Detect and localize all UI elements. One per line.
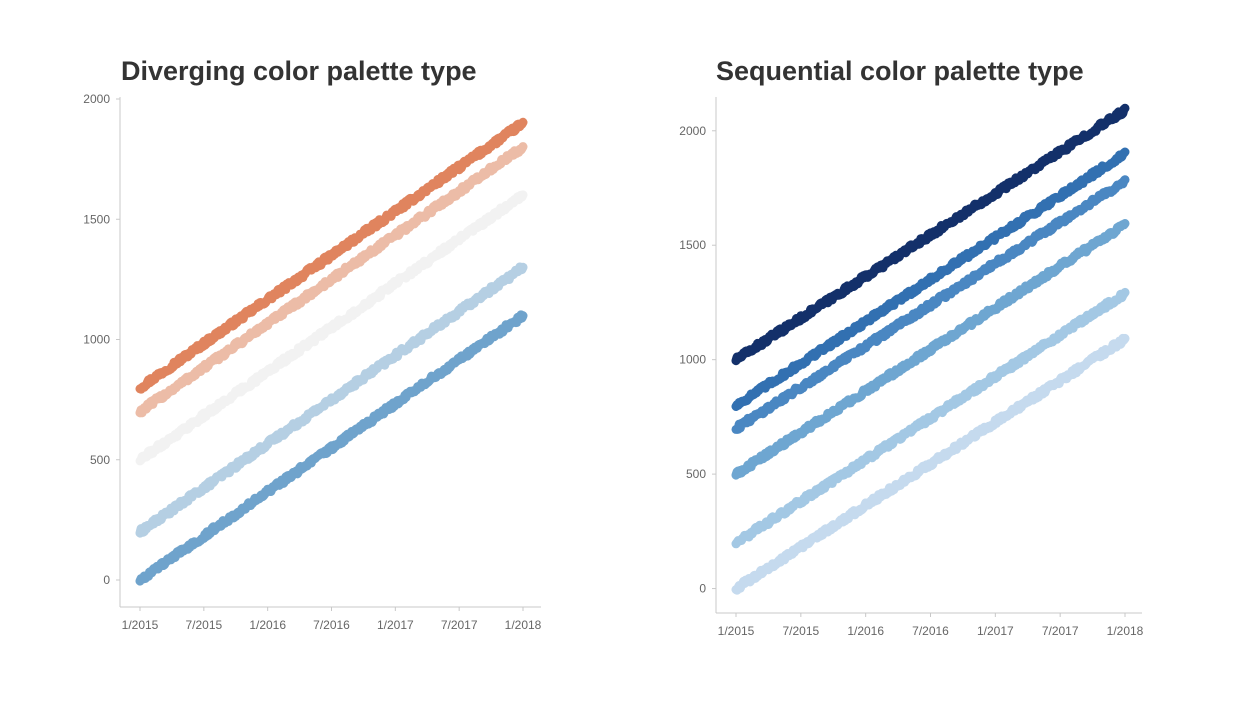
- y-tick-label: 500: [686, 467, 706, 481]
- series-line: [135, 142, 528, 418]
- x-tick-label: 7/2016: [313, 618, 350, 632]
- x-tick-label: 1/2017: [977, 624, 1014, 638]
- series-line: [731, 287, 1130, 549]
- series-line: [135, 262, 528, 538]
- x-tick-label: 1/2015: [718, 624, 755, 638]
- y-tick-label: 1500: [679, 238, 706, 252]
- x-tick-label: 1/2016: [847, 624, 884, 638]
- x-tick-label: 1/2017: [377, 618, 414, 632]
- series-line: [135, 190, 528, 466]
- series-line: [731, 175, 1130, 434]
- sequential-chart-plot: 0 500 1000 1500 2000 1/2015 7/2015 1/2016 7/2016…: [679, 97, 1144, 638]
- y-tick-label: 1000: [83, 333, 110, 347]
- y-tick-label: 2000: [679, 124, 706, 138]
- diverging-chart-panel: Diverging color palette type 0 500 1000 150…: [83, 56, 542, 632]
- x-tick-label: 7/2016: [912, 624, 949, 638]
- y-tick-label: 500: [90, 453, 110, 467]
- x-tick-label: 1/2018: [1107, 624, 1144, 638]
- diverging-chart-plot: 0 500 1000 1500 2000 1/2015 7/2015 1/2016 7/2016…: [83, 92, 542, 632]
- y-tick-label: 1500: [83, 212, 110, 226]
- series-line: [135, 117, 528, 394]
- x-tick-label: 1/2015: [122, 618, 159, 632]
- y-tick-label: 0: [699, 582, 706, 596]
- chart-title: Sequential color palette type: [716, 56, 1084, 86]
- series-line: [731, 219, 1130, 480]
- x-tick-label: 1/2016: [249, 618, 286, 632]
- y-tick-label: 0: [103, 573, 110, 587]
- chart-title: Diverging color palette type: [121, 56, 477, 86]
- x-tick-label: 1/2018: [505, 618, 542, 632]
- x-tick-label: 7/2017: [441, 618, 478, 632]
- series-line: [731, 147, 1130, 411]
- series-line: [731, 103, 1130, 366]
- x-tick-label: 7/2017: [1042, 624, 1079, 638]
- y-tick-label: 1000: [679, 353, 706, 367]
- series-line: [731, 333, 1130, 595]
- x-tick-label: 7/2015: [185, 618, 222, 632]
- x-tick-label: 7/2015: [782, 624, 819, 638]
- series-line: [135, 310, 528, 586]
- y-tick-label: 2000: [83, 92, 110, 106]
- sequential-chart-panel: Sequential color palette type 0 500 1000 15…: [619, 0, 1238, 712]
